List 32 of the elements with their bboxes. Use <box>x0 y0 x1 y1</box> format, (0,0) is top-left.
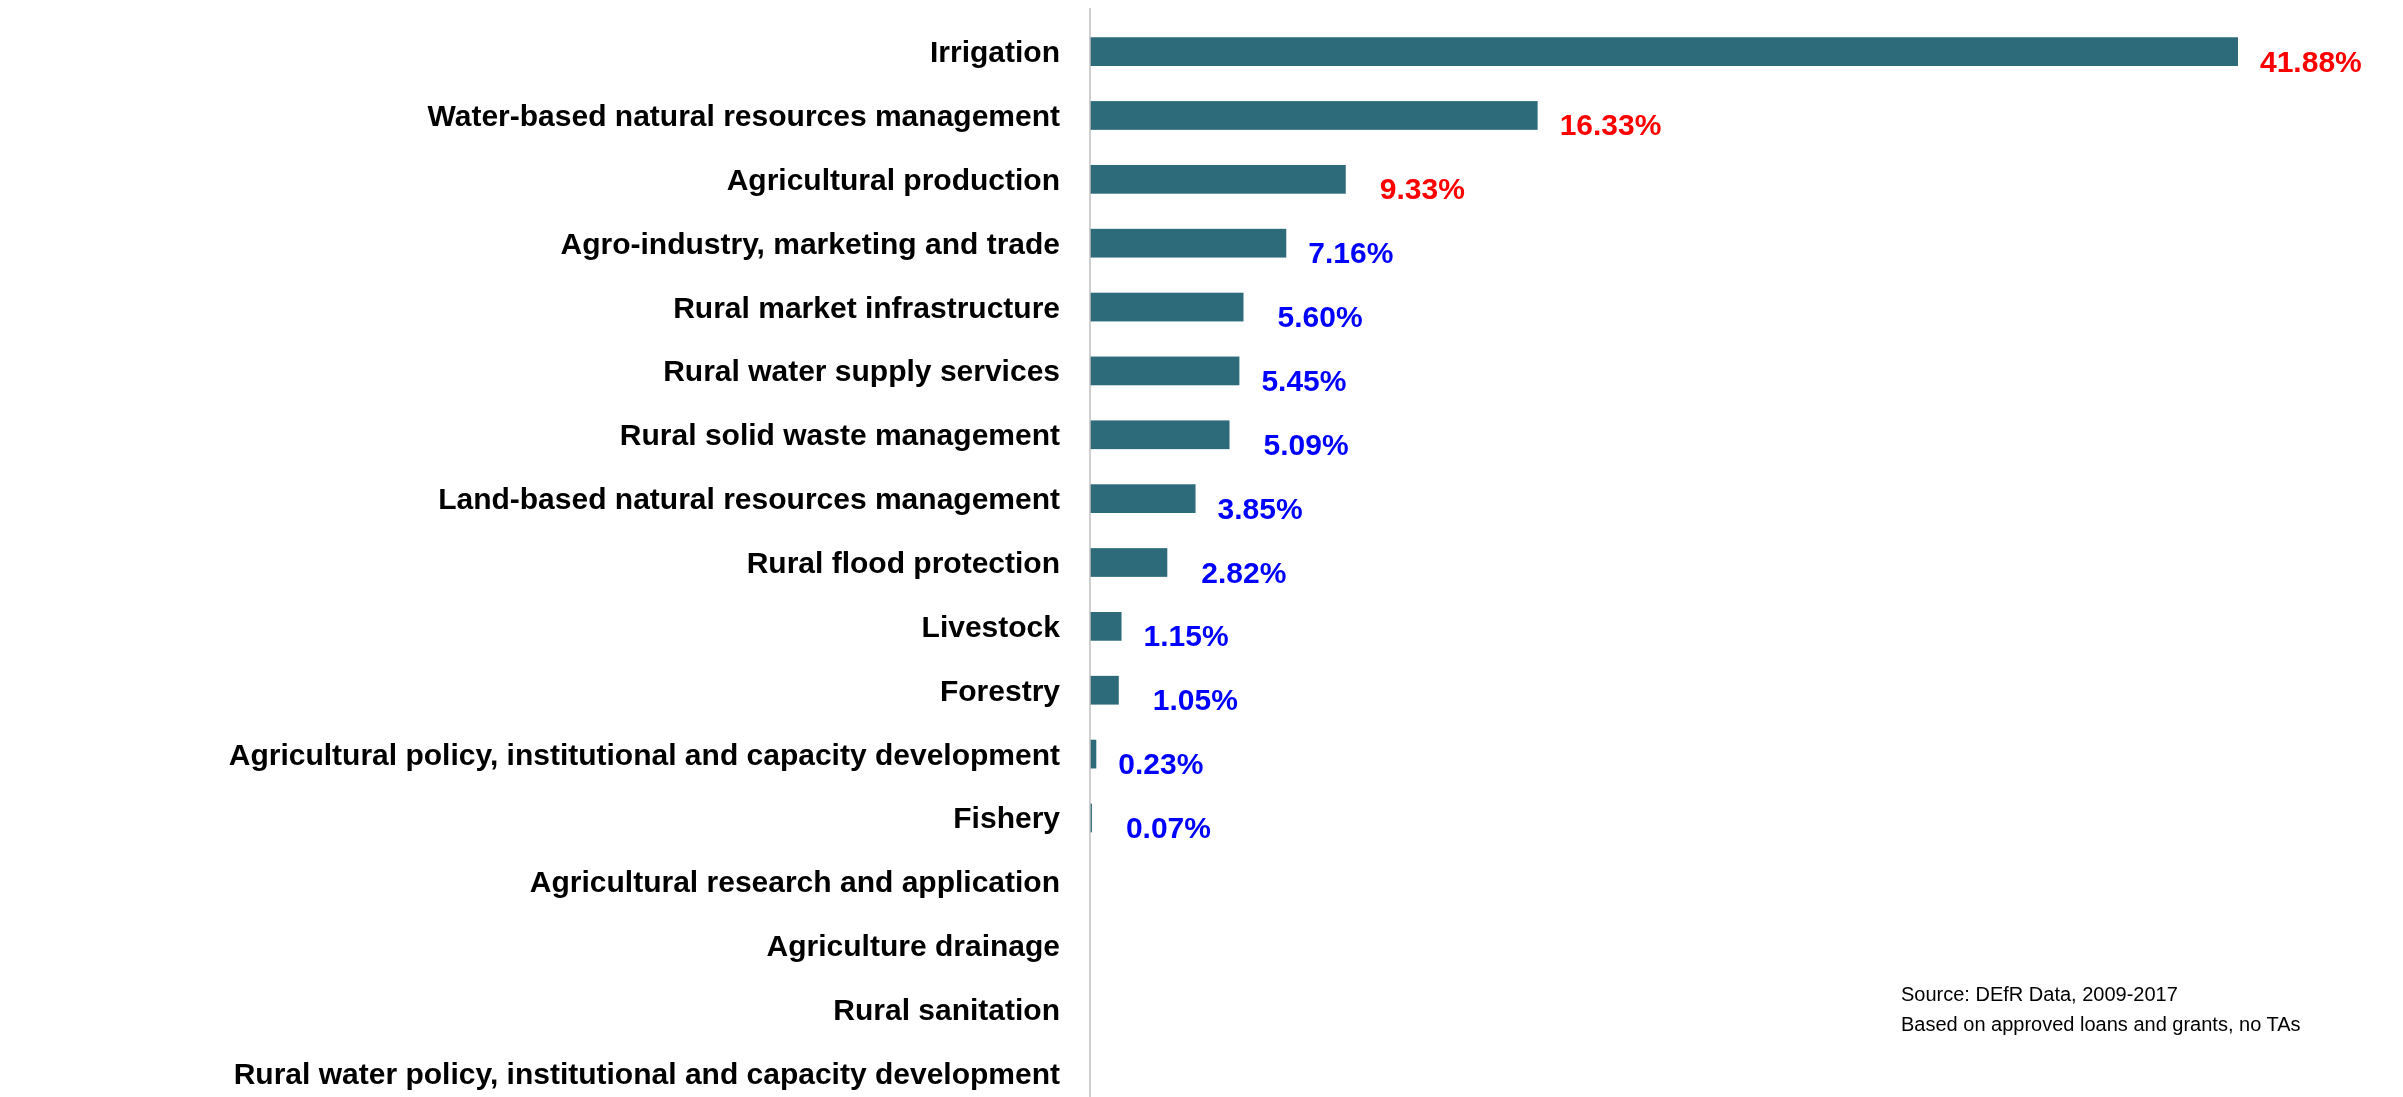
y-tick-label: Rural water policy, institutional and capacity development <box>233 1056 1060 1090</box>
annotation: Based on approved loans and grants, no TAs <box>1901 1013 2301 1035</box>
data-label: 41.88% <box>2260 44 2362 78</box>
y-tick-label: Fishery <box>953 801 1061 835</box>
y-tick-label: Agricultural policy, institutional and capacity development <box>228 737 1060 771</box>
data-label: 0.23% <box>1118 747 1204 781</box>
data-label: 16.33% <box>1559 108 1662 142</box>
y-tick-label: Agricultural production <box>726 162 1060 196</box>
data-label: 1.05% <box>1152 683 1238 717</box>
y-tick-label: Rural sanitation <box>833 993 1060 1027</box>
data-label: 5.60% <box>1277 300 1363 334</box>
data-label: 9.33% <box>1379 172 1465 206</box>
data-label: 2.82% <box>1201 555 1287 589</box>
annotation: Source: DEfR Data, 2009-2017 <box>1901 983 2178 1005</box>
y-tick-label: Forestry <box>939 673 1061 707</box>
y-tick-label: Rural solid waste management <box>619 418 1060 452</box>
data-label: 5.09% <box>1263 427 1349 461</box>
y-tick-label: Agriculture drainage <box>766 929 1060 963</box>
data-label: 1.15% <box>1143 619 1229 653</box>
data-label: 5.45% <box>1261 363 1347 397</box>
y-tick-label: Agro-industry, marketing and trade <box>560 226 1060 260</box>
y-tick-label: Rural water supply services <box>663 354 1060 388</box>
y-tick-label: Rural market infrastructure <box>673 290 1060 324</box>
data-label: 0.07% <box>1125 810 1211 844</box>
data-label: 7.16% <box>1308 236 1394 270</box>
y-tick-label: Water-based natural resources management <box>427 98 1060 132</box>
y-tick-label: Livestock <box>921 609 1061 643</box>
data-label: 3.85% <box>1217 491 1303 525</box>
y-tick-label: Agricultural research and application <box>529 865 1060 899</box>
y-tick-label: Rural flood protection <box>746 546 1060 579</box>
y-tick-label: Irrigation <box>929 35 1060 69</box>
y-tick-label: Land-based natural resources management <box>438 482 1061 516</box>
